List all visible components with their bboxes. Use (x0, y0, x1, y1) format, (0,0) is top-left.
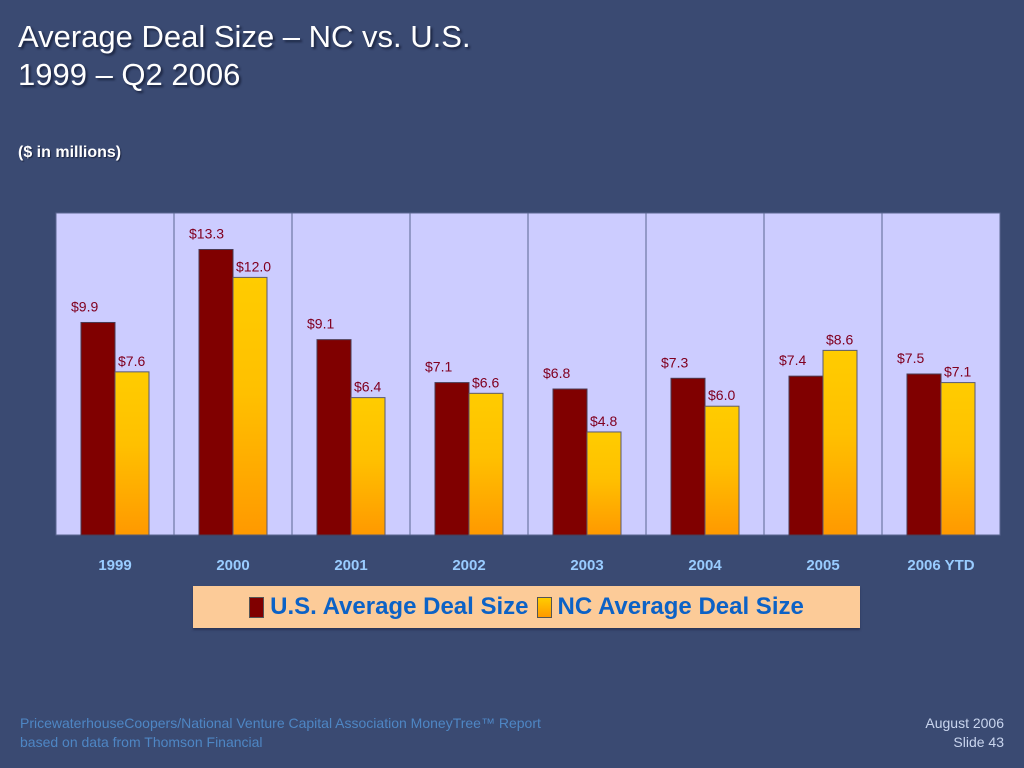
data-label-nc: $7.6 (118, 353, 145, 369)
data-label-nc: $6.6 (472, 374, 499, 390)
bar-nc (822, 349, 858, 536)
bar-nc (114, 371, 150, 536)
bar-nc (586, 431, 622, 536)
data-label-us: $7.5 (897, 350, 924, 366)
category-label: 2002 (452, 557, 485, 574)
bar-us (788, 375, 824, 536)
slide-title-line1: Average Deal Size – NC vs. U.S. (18, 19, 471, 54)
slide-title-line2: 1999 – Q2 2006 (18, 57, 241, 92)
slide-date: August 2006 (925, 715, 1004, 731)
category-label: 2003 (570, 557, 603, 574)
data-label-nc: $8.6 (826, 331, 853, 347)
data-label-nc: $12.0 (236, 258, 271, 274)
data-label-us: $13.3 (189, 225, 224, 241)
bar-us (316, 339, 352, 536)
slide-number: Slide 43 (953, 734, 1004, 750)
bar-nc (940, 382, 976, 536)
data-label-nc: $7.1 (944, 364, 971, 380)
legend-swatch-nc (536, 596, 552, 618)
slide-title: Average Deal Size – NC vs. U.S. 1999 – Q… (18, 18, 471, 94)
slide-meta: August 2006 Slide 43 (925, 714, 1004, 752)
category-label: 2001 (334, 557, 367, 574)
legend-swatch-us (249, 596, 265, 618)
bar-us (198, 248, 234, 536)
data-label-nc: $6.4 (354, 379, 381, 395)
bar-us (552, 388, 588, 536)
bar-nc (704, 405, 740, 536)
data-label-us: $9.1 (307, 316, 334, 332)
category-label: 2000 (216, 557, 249, 574)
data-label-us: $7.4 (779, 352, 806, 368)
bar-us (434, 382, 470, 536)
data-label-us: $9.9 (71, 298, 98, 314)
bar-nc (468, 392, 504, 536)
legend-label-nc: NC Average Deal Size (557, 593, 804, 620)
bar-nc (232, 276, 268, 536)
legend-item-nc: NC Average Deal Size (536, 593, 804, 621)
source-line2: based on data from Thomson Financial (20, 734, 263, 750)
category-label: 1999 (98, 557, 131, 574)
bar-nc (350, 397, 386, 536)
bar-us (670, 377, 706, 536)
category-label: 2005 (806, 557, 839, 574)
data-label-nc: $4.8 (590, 413, 617, 429)
data-label-us: $6.8 (543, 365, 570, 381)
source-line1: PricewaterhouseCoopers/National Venture … (20, 715, 541, 731)
bar-us (80, 321, 116, 536)
data-label-us: $7.3 (661, 354, 688, 370)
source-note: PricewaterhouseCoopers/National Venture … (20, 714, 541, 752)
legend-label-us: U.S. Average Deal Size (270, 593, 529, 620)
chart-legend: U.S. Average Deal Size NC Average Deal S… (193, 586, 860, 628)
units-note: ($ in millions) (18, 144, 122, 161)
legend-item-us: U.S. Average Deal Size (249, 593, 529, 621)
bar-us (906, 373, 942, 536)
category-label: 2006 YTD (907, 557, 974, 574)
data-label-us: $7.1 (425, 359, 452, 375)
category-label: 2004 (688, 557, 722, 574)
data-label-nc: $6.0 (708, 387, 735, 403)
